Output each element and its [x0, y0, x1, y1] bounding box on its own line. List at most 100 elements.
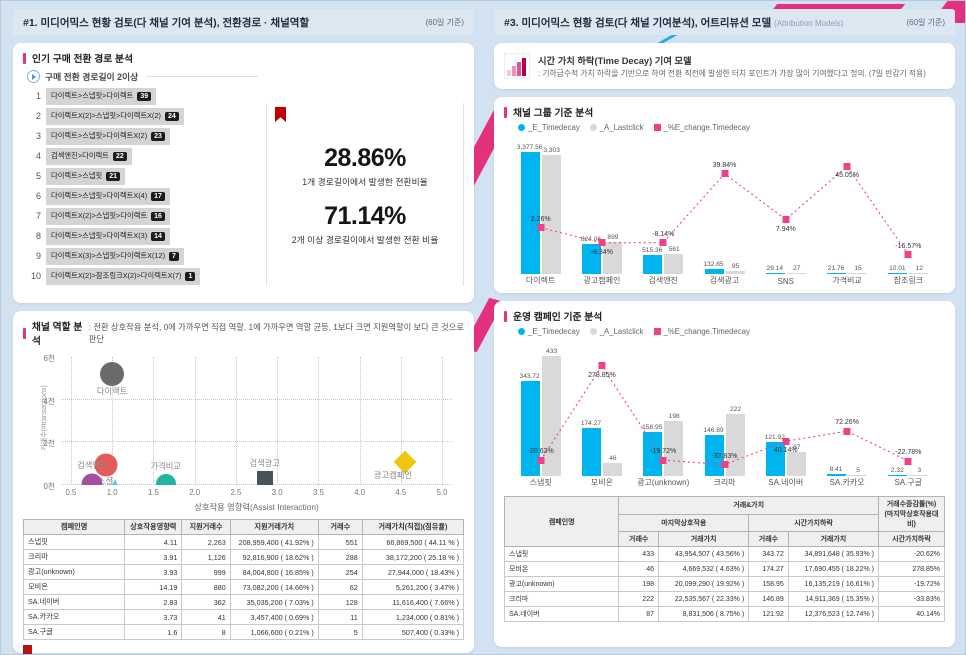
pct-marker[interactable] — [537, 456, 545, 464]
table-row[interactable]: 모비온 14.19 880 73,082,200 ( 14.66% ) 62 5,261,… — [22, 579, 465, 595]
pct-marker[interactable] — [537, 224, 545, 232]
path-count-badge: 21 — [106, 171, 121, 181]
path-rank: 10 — [30, 271, 41, 281]
path-row: 2 다이렉트X(2)>스냅핏>다이렉트X(2) 24 — [23, 106, 258, 126]
legend-item[interactable]: _A_Lastclick — [589, 327, 644, 336]
legend-item[interactable]: _E_Timedecay — [518, 327, 580, 336]
bar-lastclick[interactable] — [541, 356, 561, 476]
table-row[interactable]: 스냅핏 433 43,954,507 ( 43.56% ) 343.72 34,891,… — [503, 546, 946, 562]
legend-item[interactable]: _%E_change.Timedecay — [653, 123, 750, 132]
pct-marker[interactable] — [598, 239, 606, 247]
pct-marker[interactable] — [782, 216, 790, 224]
value-cell: 34,891,648 ( 35.93% ) — [787, 546, 879, 562]
bar-value-label: 158.95 — [642, 423, 663, 431]
legend-item[interactable]: _A_Lastclick — [589, 123, 644, 132]
category-label: SA.네이버 — [768, 478, 804, 487]
scatter-point-검색광고[interactable] — [256, 471, 273, 485]
bar-lastclick[interactable] — [664, 253, 684, 274]
bar-timedecay[interactable] — [765, 442, 785, 476]
bar-value-label: 515.36 — [642, 247, 663, 255]
pct-marker[interactable] — [904, 457, 912, 465]
bar-lastclick[interactable] — [664, 421, 684, 476]
legend-item[interactable]: _%E_change.Timedecay — [653, 327, 750, 336]
legend-item[interactable]: _E_Timedecay — [518, 123, 580, 132]
bar-timedecay[interactable] — [827, 473, 847, 476]
pct-label: 40.14% — [773, 447, 798, 455]
bar-lastclick[interactable] — [602, 463, 622, 476]
bar-timedecay[interactable] — [888, 272, 908, 274]
path-bar[interactable]: 다이렉트X(2)>스냅핏>다이렉트X(2) 24 — [46, 107, 184, 125]
bar-timedecay[interactable] — [520, 380, 540, 476]
bar-timedecay[interactable] — [704, 435, 724, 476]
column-header: 거래가치 — [787, 531, 879, 547]
bar-value-label: 21.76 — [827, 264, 845, 272]
bar-lastclick[interactable] — [848, 474, 868, 476]
path-label: 다이렉트X(2)>스냅핏>다이렉트 — [51, 211, 148, 220]
pct-label: 72.26% — [835, 419, 859, 427]
bar-timedecay[interactable] — [581, 244, 601, 274]
path-bar[interactable]: 다이렉트>스냅핏>다이렉트X(3) 14 — [46, 227, 170, 245]
table-row[interactable]: 광고(unknown) 3.93 999 84,004,800 ( 16.85% ) 2… — [22, 564, 465, 580]
pct-marker[interactable] — [659, 239, 667, 247]
bar-value-label: 8.41 — [829, 465, 843, 473]
column-header: 시간가치하락 — [877, 531, 946, 547]
pct-marker[interactable] — [843, 162, 851, 170]
bar-value-label: 3,377.56 — [516, 144, 543, 151]
role-card-title-bold: 채널 역할 분석 — [31, 322, 83, 347]
bar-timedecay[interactable] — [581, 427, 601, 476]
pct-marker[interactable] — [843, 427, 851, 435]
pct-marker[interactable] — [721, 461, 728, 469]
bar-timedecay[interactable] — [520, 152, 540, 274]
bar-timedecay[interactable] — [643, 431, 663, 476]
table-row[interactable]: SA.네이버 2.83 362 35,035,200 ( 7.03% ) 128 11,6… — [22, 594, 465, 610]
bar-value-label: 343.72 — [519, 372, 540, 380]
path-bar[interactable]: 다이렉트>스냅핏>다이렉트 39 — [46, 87, 157, 105]
path-bar[interactable]: 검색엔진>다이렉트 22 — [46, 147, 132, 165]
table-row[interactable]: 광고(unknown) 198 20,099,290 ( 19.92% ) 158.9… — [503, 576, 946, 592]
pct-marker[interactable] — [598, 362, 606, 370]
path-bar[interactable]: 다이렉트X(2)>참조링크X(2)>다이렉트X(7) 1 — [46, 267, 201, 285]
pct-marker[interactable] — [904, 251, 912, 259]
bar-timedecay[interactable] — [888, 474, 908, 476]
scatter-point-small[interactable] — [108, 478, 121, 485]
bar-lastclick[interactable] — [725, 414, 745, 476]
bar-lastclick[interactable] — [725, 270, 745, 274]
scatter-point-다이렉트[interactable] — [100, 362, 125, 387]
bar-lastclick[interactable] — [909, 474, 929, 476]
path-bar[interactable]: 다이렉트>스냅핏 21 — [46, 167, 126, 185]
value-cell: 4,669,532 ( 4.63% ) — [657, 561, 750, 577]
bar-timedecay[interactable] — [765, 272, 785, 274]
column-header: 거래수증감률(%) (마지막상호작용대비) — [877, 496, 946, 532]
table-row[interactable]: 스냅핏 4.11 2,263 208,959,400 ( 41.92% ) 551 66,… — [22, 534, 465, 550]
bar-lastclick[interactable] — [848, 272, 868, 274]
path-bar[interactable]: 다이렉트X(3)>스냅핏>다이렉트X(12) 7 — [46, 247, 184, 265]
table-row[interactable]: SA.네이버 87 8,831,506 ( 8.75% ) 121.92 12,376,… — [503, 606, 946, 622]
value-cell: 12,376,523 ( 12.74% ) — [787, 606, 879, 622]
table-row[interactable]: 모비온 46 4,669,532 ( 4.63% ) 174.27 17,690,455… — [503, 561, 946, 577]
scatter-point-소셜[interactable] — [94, 453, 118, 477]
bar-lastclick[interactable] — [602, 241, 622, 274]
bar-lastclick[interactable] — [786, 451, 806, 476]
scatter-point-가격비교[interactable] — [155, 473, 176, 485]
scatter-point-검색엔진[interactable] — [81, 473, 103, 485]
bar-lastclick[interactable] — [541, 154, 561, 274]
bar-value-label: 5 — [856, 466, 860, 474]
pct-label: -19.72% — [650, 448, 677, 456]
table-row[interactable]: 크리마 3.91 1,126 92,816,900 ( 18.62% ) 288 38,1… — [22, 549, 465, 565]
pct-marker[interactable] — [782, 437, 790, 445]
bar-lastclick[interactable] — [786, 272, 806, 274]
path-bar[interactable]: 다이렉트>스냅핏>다이렉트X(2) 23 — [46, 127, 170, 145]
path-bar[interactable]: 다이렉트>스냅핏>다이렉트X(4) 17 — [46, 187, 170, 205]
table-row[interactable]: SA.카카오 3.73 41 3,457,400 ( 0.69% ) 11 1,234,0… — [22, 609, 465, 625]
bar-value-label: 433 — [546, 348, 558, 355]
bar-timedecay[interactable] — [827, 272, 847, 274]
pct-marker[interactable] — [659, 456, 667, 464]
table-row[interactable]: SA.구글 1.6 8 1,066,600 ( 0.21% ) 5 507,400 ( 0… — [22, 624, 465, 640]
divider-line — [146, 76, 258, 77]
bar-timedecay[interactable] — [643, 255, 663, 274]
table-row[interactable]: 크리마 222 22,535,567 ( 22.33% ) 146.89 14,911,… — [503, 591, 946, 607]
pct-marker[interactable] — [721, 170, 728, 178]
path-bar[interactable]: 다이렉트X(2)>스냅핏>다이렉트 16 — [46, 207, 170, 225]
bar-lastclick[interactable] — [909, 272, 929, 274]
bar-timedecay[interactable] — [704, 269, 724, 274]
